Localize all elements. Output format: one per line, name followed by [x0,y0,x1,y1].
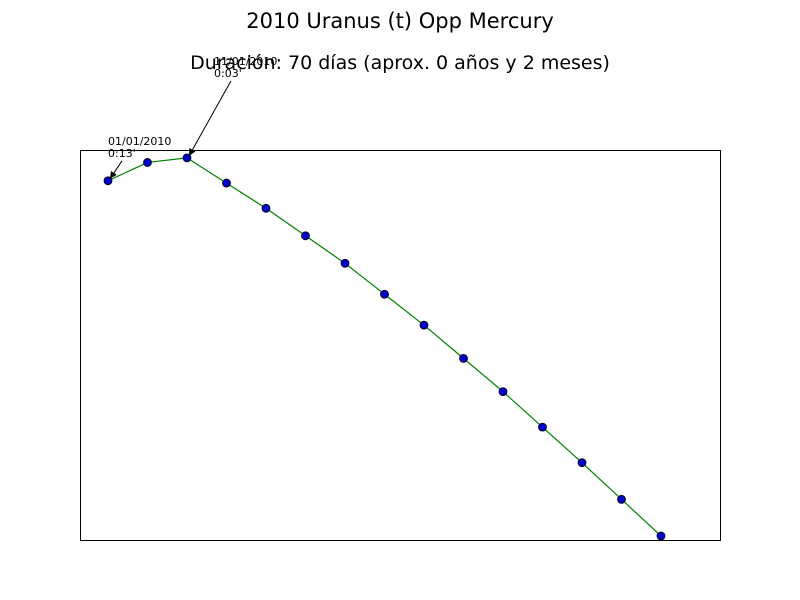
data-point [380,289,389,299]
chart-title: 2010 Uranus (t) Opp Mercury [246,9,554,33]
data-point [617,494,626,504]
annotation-value: 0:03' [214,67,242,80]
data-point [419,320,429,330]
data-point [143,158,152,167]
series-line [107,157,662,537]
data-point [538,422,547,432]
annotation-arrowhead [189,148,196,156]
series-markers [103,153,666,541]
annotation-arrowhead [110,171,117,179]
plot-area [80,150,721,541]
annotation-arrow [188,80,232,157]
annotation-date: 01/01/2010 [108,135,171,148]
data-point [261,203,271,213]
data-point [498,387,508,397]
data-point [301,231,310,241]
data-point [222,178,231,188]
annotation-date: 11/01/2010 [214,55,277,68]
chart-subtitle: Duración: 70 días (aprox. 0 años y 2 mes… [190,52,610,74]
data-point [577,458,587,468]
annotation-value: 0:13' [108,147,136,160]
data-point [656,531,666,541]
data-point [340,258,350,268]
data-point [459,353,468,363]
